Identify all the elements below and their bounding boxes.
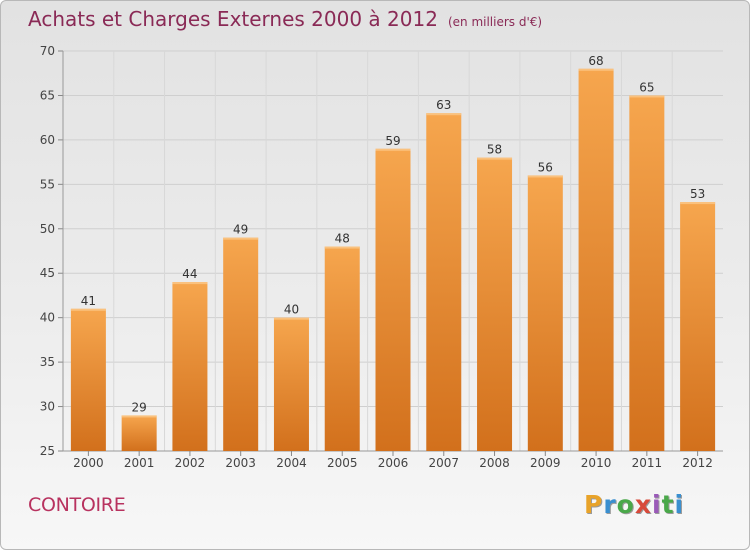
bar-highlight [121, 415, 157, 418]
bar-2012 [680, 202, 716, 451]
x-tick-label: 2009 [530, 456, 561, 470]
x-tick-label: 2010 [581, 456, 612, 470]
x-tick-label: 2000 [73, 456, 104, 470]
bar-2003 [223, 237, 259, 451]
proxiti-logo[interactable]: Proxiti [584, 490, 684, 519]
bar-2000 [70, 308, 106, 451]
bar-2002 [172, 282, 208, 451]
bar-highlight [324, 246, 360, 249]
logo-letter: o [616, 490, 635, 519]
bar-2006 [375, 148, 411, 451]
bar-value-label: 29 [132, 400, 147, 414]
x-tick-label: 2012 [682, 456, 713, 470]
bar-highlight [172, 282, 208, 285]
logo-letter: t [661, 490, 675, 519]
logo-letter: x [634, 490, 652, 519]
bar-2011 [629, 95, 665, 451]
bar-2009 [527, 175, 563, 451]
x-tick-label: 2006 [378, 456, 409, 470]
logo-letter: i [652, 490, 662, 519]
bar-value-label: 63 [436, 98, 451, 112]
y-tick-label: 35 [40, 355, 55, 369]
bar-value-label: 58 [487, 143, 502, 157]
x-tick-label: 2002 [175, 456, 206, 470]
y-tick-label: 45 [40, 266, 55, 280]
bar-2005 [324, 246, 360, 451]
bar-value-label: 56 [538, 160, 553, 174]
bar-value-label: 44 [182, 267, 197, 281]
bar-highlight [477, 157, 513, 160]
bar-value-label: 59 [385, 134, 400, 148]
bar-highlight [70, 308, 106, 311]
bar-highlight [527, 175, 563, 178]
y-tick-label: 25 [40, 444, 55, 458]
y-tick-label: 70 [40, 44, 55, 58]
x-tick-label: 2007 [428, 456, 459, 470]
bar-highlight [629, 95, 665, 98]
logo-letter: i [674, 490, 685, 519]
chart-title: Achats et Charges Externes 2000 à 2012 [28, 7, 438, 31]
x-tick-label: 2008 [479, 456, 510, 470]
bar-highlight [223, 237, 259, 240]
bar-value-label: 68 [588, 54, 603, 68]
bar-2008 [477, 157, 513, 451]
bar-2004 [273, 317, 309, 451]
bar-value-label: 48 [335, 232, 350, 246]
bar-value-label: 41 [81, 294, 96, 308]
x-tick-label: 2003 [225, 456, 256, 470]
bar-2001 [121, 415, 157, 451]
title-row: Achats et Charges Externes 2000 à 2012 (e… [28, 7, 542, 31]
bar-highlight [375, 148, 411, 151]
y-tick-label: 30 [40, 400, 55, 414]
y-tick-label: 50 [40, 222, 55, 236]
x-tick-label: 2005 [327, 456, 358, 470]
bars [70, 68, 716, 452]
bar-value-label: 49 [233, 223, 248, 237]
chart-unit-label: (en milliers d'€) [447, 15, 543, 29]
bar-highlight [273, 317, 309, 320]
bar-highlight [578, 68, 614, 71]
y-tick-label: 60 [40, 133, 55, 147]
bar-highlight [426, 113, 462, 116]
labels: 25 30 35 40 45 50 55 60 65 70 41 2000 29 2001 44 2002 49… [40, 44, 713, 470]
x-tick-label: 2001 [124, 456, 155, 470]
x-tick-label: 2004 [276, 456, 307, 470]
y-tick-label: 65 [40, 88, 55, 102]
bar-2010 [578, 68, 614, 452]
bar-value-label: 53 [690, 187, 705, 201]
bar-highlight [680, 202, 716, 205]
y-tick-label: 55 [40, 177, 55, 191]
logo-letter: P [584, 490, 604, 519]
y-tick-label: 40 [40, 311, 55, 325]
x-tick-label: 2011 [632, 456, 663, 470]
bar-value-label: 40 [284, 303, 299, 317]
logo-letter: r [603, 490, 617, 519]
bar-2007 [426, 113, 462, 451]
commune-name: CONTOIRE [28, 494, 126, 516]
bar-value-label: 65 [639, 80, 654, 94]
